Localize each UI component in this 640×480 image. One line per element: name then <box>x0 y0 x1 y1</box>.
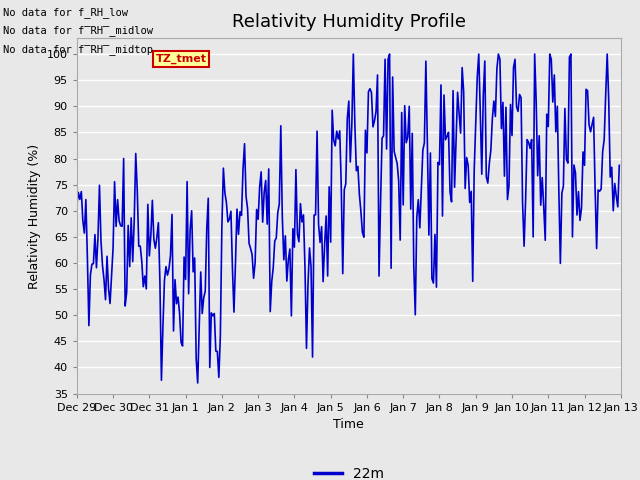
X-axis label: Time: Time <box>333 418 364 431</box>
Y-axis label: Relativity Humidity (%): Relativity Humidity (%) <box>28 144 41 288</box>
Text: No data for f̅RH̅_midlow: No data for f̅RH̅_midlow <box>3 25 153 36</box>
Title: Relativity Humidity Profile: Relativity Humidity Profile <box>232 13 466 31</box>
Text: No data for f̅RH̅_midtop: No data for f̅RH̅_midtop <box>3 44 153 55</box>
Legend: 22m: 22m <box>308 461 389 480</box>
Text: No data for f_RH_low: No data for f_RH_low <box>3 7 128 18</box>
Text: TZ_tmet: TZ_tmet <box>156 53 207 64</box>
